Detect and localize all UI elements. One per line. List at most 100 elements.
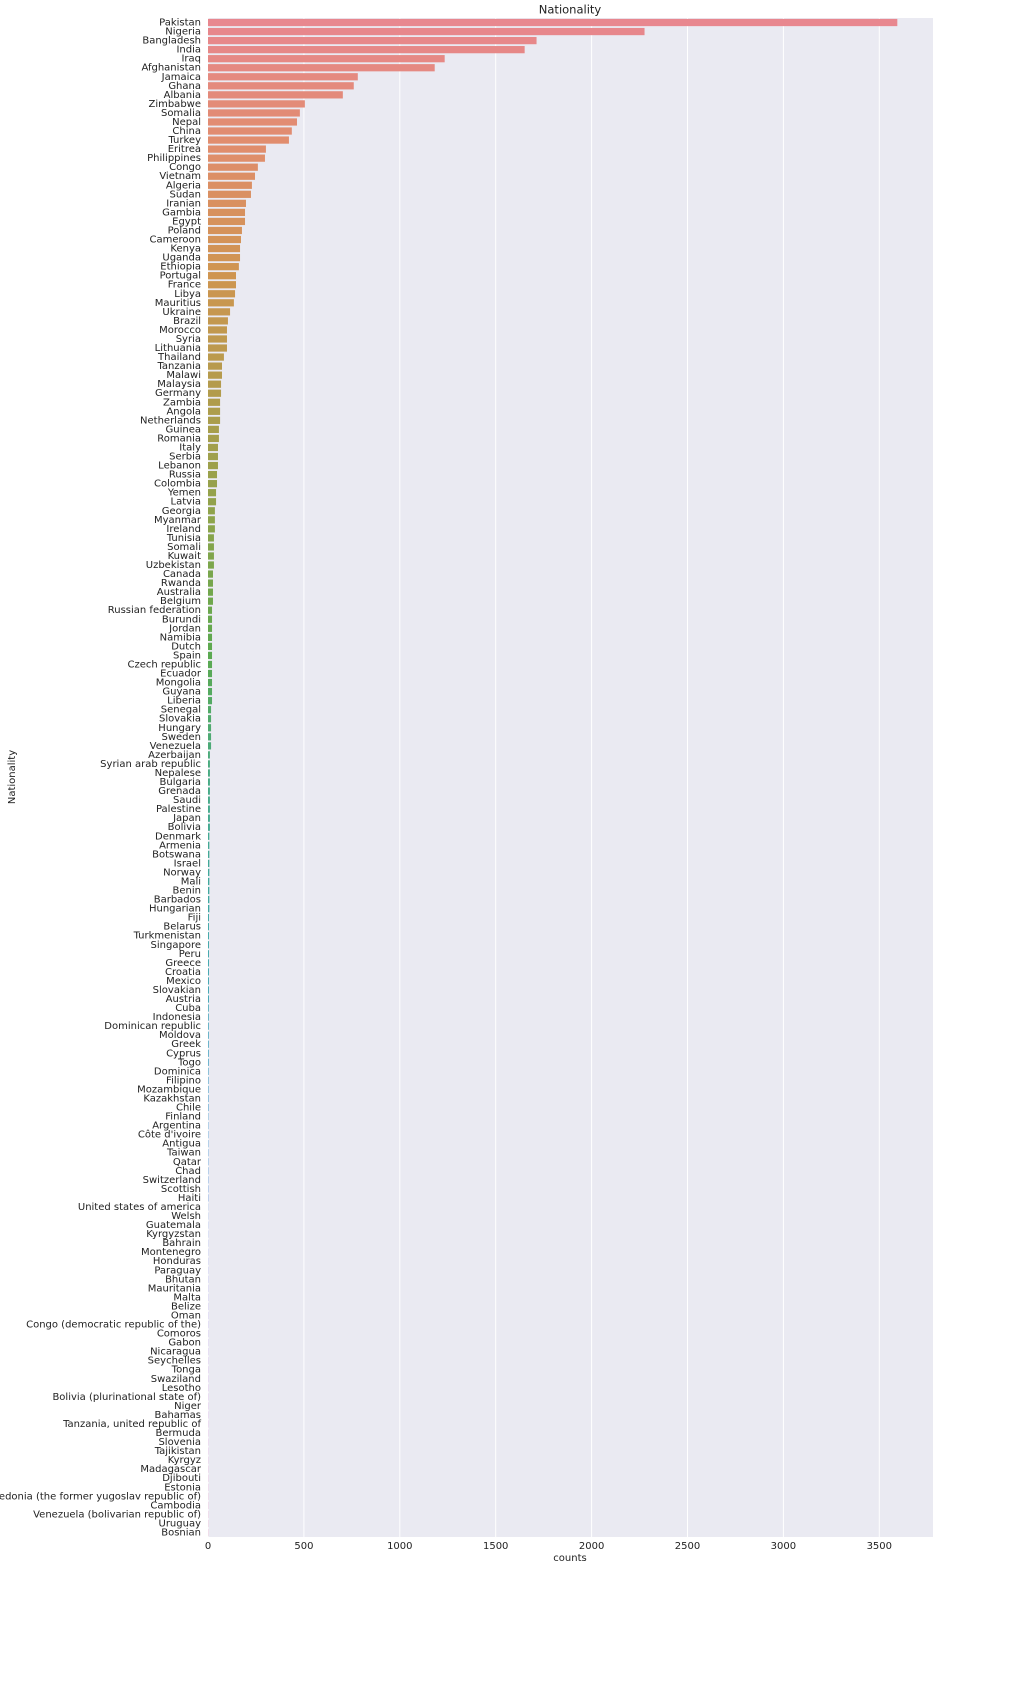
bar [208,598,213,605]
bar [208,272,236,279]
bar [208,842,209,849]
bar [208,489,216,496]
bar [208,679,212,686]
bar [208,290,235,297]
bar [208,245,240,252]
bar [208,878,209,885]
bar [208,317,228,324]
bar [208,634,212,641]
x-tick-label: 1000 [387,1541,412,1552]
bar [208,19,897,26]
bar [208,561,214,568]
bar [208,381,221,388]
bar [208,408,220,415]
bar [208,480,217,487]
bar [208,860,209,867]
bar [208,281,236,288]
bar [208,64,435,71]
x-tick-label: 2000 [579,1541,604,1552]
bar [208,995,209,1002]
bar [208,869,209,876]
bar [208,127,292,134]
chart-title: Nationality [539,3,602,17]
x-tick-label: 0 [205,1541,211,1552]
bar [208,959,209,966]
bar [208,724,211,731]
bar [208,326,227,333]
bar [208,498,216,505]
bar [208,616,212,623]
bar [208,417,220,424]
bar [208,986,209,993]
bar [208,46,525,53]
bar [208,191,251,198]
bar [208,1032,209,1039]
bar [208,173,255,180]
bar [208,1050,209,1057]
bar [208,299,234,306]
x-tick-label: 1500 [483,1541,508,1552]
bar [208,1013,209,1020]
bar [208,1086,209,1093]
bar [208,552,214,559]
bar [208,905,209,912]
bar [208,1104,209,1111]
bar [208,435,219,442]
bar [208,399,220,406]
bar [208,715,211,722]
bar [208,697,212,704]
x-tick-label: 3000 [771,1541,796,1552]
x-tick-label: 3500 [867,1541,892,1552]
bar [208,796,210,803]
bar [208,516,215,523]
bar [208,778,210,785]
bar [208,760,210,767]
bar [208,353,224,360]
bar [208,688,212,695]
bar [208,968,209,975]
bar [208,390,221,397]
bar [208,1095,209,1102]
bar [208,733,211,740]
bar [208,706,211,713]
bar [208,570,213,577]
bar [208,209,245,216]
bar [208,977,209,984]
bar [208,82,354,89]
bar [208,607,212,614]
bar [208,751,210,758]
bar [208,914,209,921]
bar [208,444,218,451]
bar [208,643,212,650]
bar [208,742,211,749]
bar [208,887,209,894]
bar [208,1077,209,1084]
bar [208,815,210,822]
bar [208,73,358,80]
bar [208,263,239,270]
bar [208,164,258,171]
bar [208,136,289,143]
bar [208,1023,209,1030]
bar [208,426,219,433]
bar [208,661,212,668]
bar [208,525,215,532]
bar [208,462,218,469]
bar [208,670,212,677]
bar [208,851,209,858]
bar [208,453,218,460]
y-axis-label: Nationality [7,750,18,804]
bar [208,236,241,243]
bar [208,589,213,596]
bar [208,806,210,813]
bar [208,896,209,903]
x-tick-label: 500 [294,1541,313,1552]
bar [208,534,214,541]
bar [208,1068,209,1075]
bar [208,100,305,107]
bar [208,55,445,62]
x-tick-label: 2500 [675,1541,700,1552]
bar [208,543,214,550]
y-tick-label: Bosnian [161,1527,201,1538]
